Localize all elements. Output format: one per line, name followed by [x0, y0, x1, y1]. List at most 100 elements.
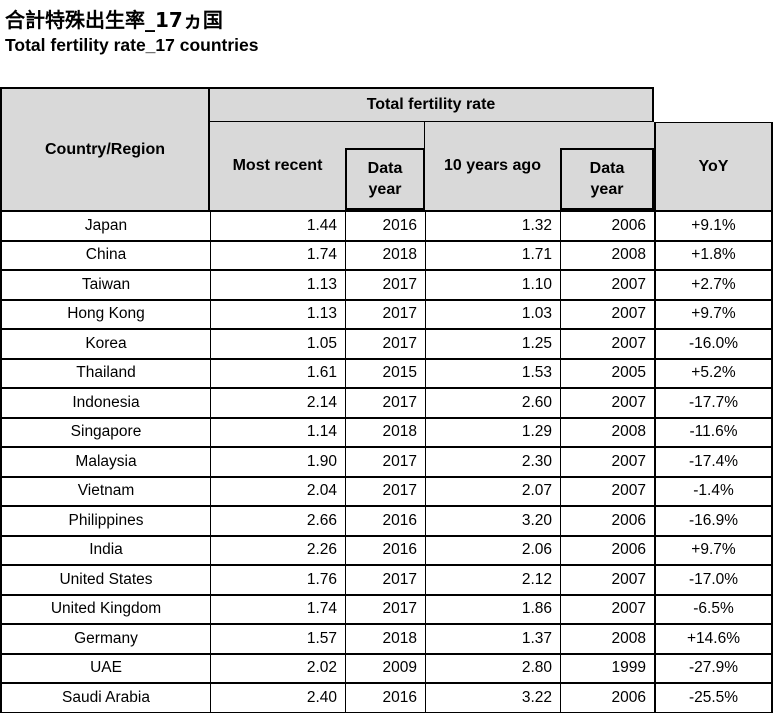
table-row: UAE 2.02 2009 2.80 1999 -27.9% — [0, 652, 773, 682]
header-country-region: Country/Region — [0, 87, 210, 210]
cell-data-year-past: 2005 — [560, 359, 654, 387]
cell-data-year-recent: 2017 — [345, 389, 425, 417]
cell-ten-years-ago: 2.30 — [425, 448, 560, 476]
fertility-table: Country/Region Total fertility rate Most… — [0, 87, 773, 713]
cell-most-recent: 1.76 — [210, 566, 345, 594]
cell-country: UAE — [0, 654, 210, 682]
cell-data-year-recent: 2018 — [345, 418, 425, 446]
cell-most-recent: 2.14 — [210, 389, 345, 417]
table-row: Japan 1.44 2016 1.32 2006 +9.1% — [0, 210, 773, 240]
cell-most-recent: 1.74 — [210, 241, 345, 269]
table-row: United Kingdom 1.74 2017 1.86 2007 -6.5% — [0, 593, 773, 623]
cell-ten-years-ago: 3.22 — [425, 684, 560, 712]
cell-most-recent: 1.57 — [210, 625, 345, 653]
header-data-year-recent-line1: Data — [367, 160, 403, 177]
table-row: Indonesia 2.14 2017 2.60 2007 -17.7% — [0, 387, 773, 417]
cell-data-year-recent: 2017 — [345, 330, 425, 358]
cell-most-recent: 2.40 — [210, 684, 345, 712]
cell-ten-years-ago: 2.07 — [425, 477, 560, 505]
cell-most-recent: 2.04 — [210, 477, 345, 505]
cell-data-year-past: 2006 — [560, 212, 654, 240]
cell-country: Japan — [0, 212, 210, 240]
cell-data-year-recent: 2017 — [345, 477, 425, 505]
cell-yoy: -6.5% — [654, 595, 773, 623]
cell-country: Korea — [0, 330, 210, 358]
cell-ten-years-ago: 1.10 — [425, 271, 560, 299]
cell-data-year-recent: 2016 — [345, 536, 425, 564]
cell-data-year-recent: 2017 — [345, 448, 425, 476]
cell-data-year-recent: 2016 — [345, 507, 425, 535]
table-row: Germany 1.57 2018 1.37 2008 +14.6% — [0, 623, 773, 653]
cell-country: China — [0, 241, 210, 269]
cell-data-year-recent: 2018 — [345, 625, 425, 653]
header-most-recent: Most recent — [232, 157, 323, 174]
table-row: Taiwan 1.13 2017 1.10 2007 +2.7% — [0, 269, 773, 299]
cell-yoy: -27.9% — [654, 654, 773, 682]
cell-data-year-past: 2008 — [560, 625, 654, 653]
table-row: Vietnam 2.04 2017 2.07 2007 -1.4% — [0, 475, 773, 505]
cell-data-year-recent: 2017 — [345, 566, 425, 594]
table-row: India 2.26 2016 2.06 2006 +9.7% — [0, 534, 773, 564]
cell-data-year-recent: 2017 — [345, 271, 425, 299]
cell-data-year-recent: 2016 — [345, 684, 425, 712]
cell-data-year-recent: 2017 — [345, 300, 425, 328]
cell-ten-years-ago: 3.20 — [425, 507, 560, 535]
cell-yoy: -25.5% — [654, 684, 773, 712]
cell-yoy: -17.4% — [654, 448, 773, 476]
cell-most-recent: 2.26 — [210, 536, 345, 564]
cell-yoy: +5.2% — [654, 359, 773, 387]
cell-yoy: +9.7% — [654, 536, 773, 564]
cell-data-year-past: 2008 — [560, 418, 654, 446]
cell-most-recent: 1.13 — [210, 271, 345, 299]
page-title-english: Total fertility rate_17 countries — [5, 35, 259, 55]
cell-data-year-past: 2006 — [560, 684, 654, 712]
cell-yoy: -17.7% — [654, 389, 773, 417]
cell-data-year-past: 2006 — [560, 536, 654, 564]
cell-country: Singapore — [0, 418, 210, 446]
cell-data-year-recent: 2015 — [345, 359, 425, 387]
cell-country: Malaysia — [0, 448, 210, 476]
table-body: Japan 1.44 2016 1.32 2006 +9.1% China 1.… — [0, 210, 773, 713]
cell-data-year-recent: 2016 — [345, 212, 425, 240]
cell-data-year-past: 2007 — [560, 271, 654, 299]
cell-country: United States — [0, 566, 210, 594]
cell-yoy: -17.0% — [654, 566, 773, 594]
cell-data-year-past: 2007 — [560, 330, 654, 358]
table-row: Saudi Arabia 2.40 2016 3.22 2006 -25.5% — [0, 682, 773, 712]
cell-most-recent: 2.66 — [210, 507, 345, 535]
cell-ten-years-ago: 1.03 — [425, 300, 560, 328]
table-row: Singapore 1.14 2018 1.29 2008 -11.6% — [0, 416, 773, 446]
cell-most-recent: 2.02 — [210, 654, 345, 682]
cell-ten-years-ago: 2.06 — [425, 536, 560, 564]
cell-data-year-past: 2007 — [560, 448, 654, 476]
header-data-year-recent-line2: year — [368, 181, 402, 198]
cell-most-recent: 1.90 — [210, 448, 345, 476]
cell-ten-years-ago: 2.12 — [425, 566, 560, 594]
cell-country: Thailand — [0, 359, 210, 387]
cell-ten-years-ago: 1.53 — [425, 359, 560, 387]
cell-most-recent: 1.14 — [210, 418, 345, 446]
cell-yoy: -1.4% — [654, 477, 773, 505]
cell-most-recent: 1.13 — [210, 300, 345, 328]
cell-data-year-recent: 2017 — [345, 595, 425, 623]
cell-country: Philippines — [0, 507, 210, 535]
cell-yoy: -16.9% — [654, 507, 773, 535]
cell-data-year-recent: 2018 — [345, 241, 425, 269]
cell-yoy: +2.7% — [654, 271, 773, 299]
cell-data-year-past: 2007 — [560, 389, 654, 417]
header-data-year-past: Data year — [560, 148, 654, 210]
header-yoy: YoY — [654, 122, 773, 210]
cell-country: Saudi Arabia — [0, 684, 210, 712]
table-row: Philippines 2.66 2016 3.20 2006 -16.9% — [0, 505, 773, 535]
cell-ten-years-ago: 1.37 — [425, 625, 560, 653]
cell-yoy: +9.7% — [654, 300, 773, 328]
cell-most-recent: 1.05 — [210, 330, 345, 358]
cell-country: Vietnam — [0, 477, 210, 505]
header-data-year-recent: Data year — [345, 148, 425, 210]
table-row: Thailand 1.61 2015 1.53 2005 +5.2% — [0, 357, 773, 387]
cell-ten-years-ago: 1.29 — [425, 418, 560, 446]
header-data-year-past-line1: Data — [589, 160, 625, 177]
cell-data-year-past: 2007 — [560, 300, 654, 328]
cell-country: Germany — [0, 625, 210, 653]
page-title-japanese: 合計特殊出生率_17ヵ国 — [5, 8, 223, 32]
